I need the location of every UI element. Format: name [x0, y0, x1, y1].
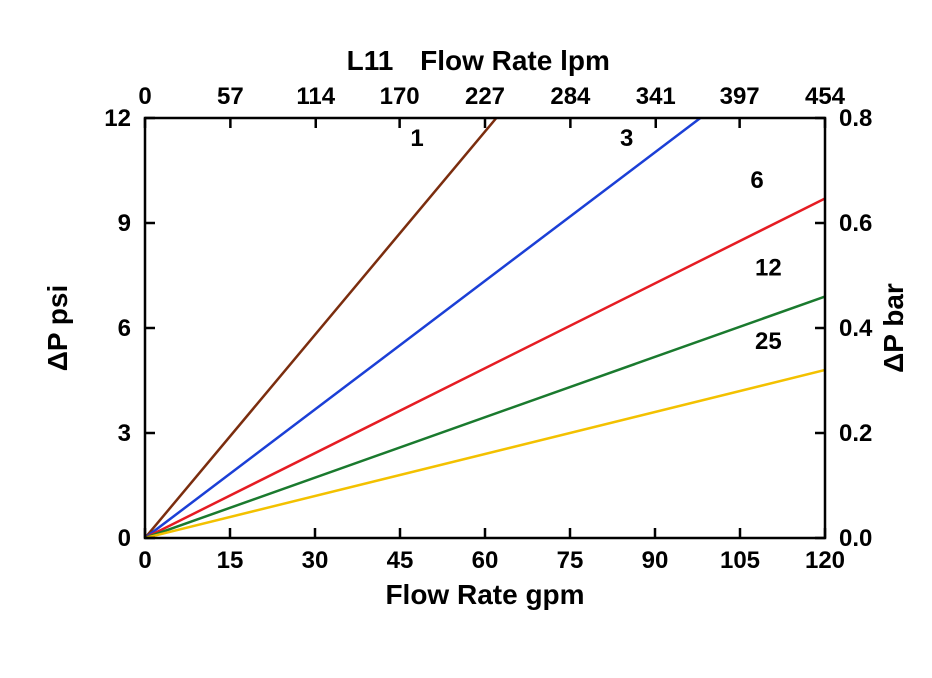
y-right-tick-0.4: 0.4 [839, 315, 873, 342]
x-top-tick-227: 227 [465, 83, 505, 110]
x-top-tick-114: 114 [296, 83, 335, 110]
x-bottom-axis-label: Flow Rate gpm [385, 579, 584, 610]
x-bottom-tick-30: 30 [302, 547, 329, 574]
x-top-tick-57: 57 [217, 83, 244, 110]
series-label-12: 12 [755, 255, 782, 282]
x-bottom-tick-0: 0 [138, 547, 151, 574]
x-top-tick-341: 341 [636, 83, 676, 110]
x-top-tick-0: 0 [138, 83, 151, 110]
pressure-flow-chart: 0153045607590105120057114170227284341397… [0, 0, 932, 678]
y-left-tick-3: 3 [118, 420, 131, 447]
y-left-axis-label: ΔP psi [42, 285, 73, 372]
y-right-tick-0: 0.0 [839, 525, 872, 552]
x-bottom-tick-15: 15 [217, 547, 244, 574]
y-right-tick-0.2: 0.2 [839, 420, 872, 447]
x-bottom-tick-45: 45 [387, 547, 414, 574]
chart-title-prefix: L11 [347, 45, 394, 76]
x-bottom-tick-60: 60 [472, 547, 499, 574]
series-label-3: 3 [620, 125, 633, 152]
y-right-axis-label: ΔP bar [878, 283, 909, 373]
y-right-tick-0.6: 0.6 [839, 210, 872, 237]
y-right-tick-0.8: 0.8 [839, 105, 872, 132]
series-label-6: 6 [750, 167, 763, 194]
y-left-tick-12: 12 [104, 105, 131, 132]
series-label-1: 1 [410, 125, 423, 152]
x-bottom-tick-105: 105 [720, 547, 760, 574]
y-left-tick-0: 0 [118, 525, 131, 552]
y-left-tick-9: 9 [118, 210, 131, 237]
x-top-tick-397: 397 [720, 83, 760, 110]
y-left-tick-6: 6 [118, 315, 131, 342]
x-top-tick-284: 284 [550, 83, 591, 110]
chart-svg: 0153045607590105120057114170227284341397… [0, 0, 932, 678]
x-top-axis-label: Flow Rate lpm [420, 45, 610, 76]
x-bottom-tick-90: 90 [642, 547, 669, 574]
series-label-25: 25 [755, 328, 782, 355]
x-bottom-tick-75: 75 [557, 547, 584, 574]
x-top-tick-170: 170 [380, 83, 420, 110]
